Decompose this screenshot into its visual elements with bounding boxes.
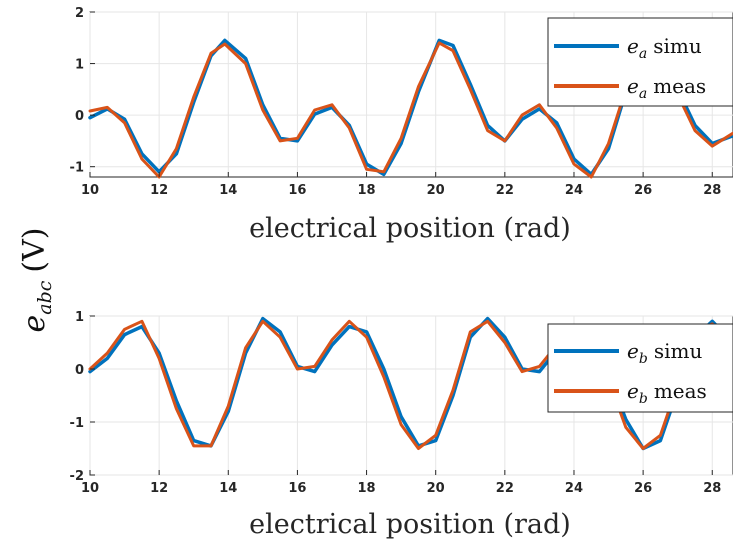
y-tick-label: 1 bbox=[75, 310, 84, 325]
plot-top-x-axis-label: electrical position (rad) bbox=[249, 213, 571, 244]
legend-box bbox=[547, 323, 733, 413]
series-line-meas bbox=[88, 319, 733, 450]
x-tick-label: 22 bbox=[496, 481, 514, 496]
y-axis-label-unit: (V) bbox=[17, 228, 52, 273]
y-tick-label: 1 bbox=[75, 58, 84, 73]
legend-box bbox=[547, 17, 733, 107]
plot-bottom: -2 -1 0 1 10 12 14 16 18 20 22 24 26 28 electrical p… bbox=[70, 310, 733, 540]
x-tick-label: 20 bbox=[427, 183, 445, 198]
y-tick-label: 2 bbox=[75, 6, 84, 21]
plot-bottom-x-axis-label: electrical position (rad) bbox=[249, 509, 571, 540]
x-tick-label: 14 bbox=[219, 481, 237, 496]
y-tick-label: -1 bbox=[70, 161, 84, 176]
x-tick-label: 10 bbox=[81, 183, 99, 198]
x-tick-label: 24 bbox=[565, 481, 583, 496]
y-axis-label: eabc (V) bbox=[17, 228, 56, 333]
y-tick-label: -1 bbox=[70, 416, 84, 431]
plot-top-xticks: 10 12 14 16 18 20 22 24 26 28 bbox=[81, 172, 721, 198]
x-tick-label: 14 bbox=[219, 183, 237, 198]
legend-entry-meas: ea meas bbox=[627, 74, 706, 102]
plot-bottom-legend: eb simu eb meas bbox=[547, 323, 733, 413]
y-tick-label: 0 bbox=[75, 363, 84, 378]
x-tick-label: 18 bbox=[358, 183, 376, 198]
x-tick-label: 24 bbox=[565, 183, 583, 198]
x-tick-label: 16 bbox=[288, 481, 306, 496]
plot-bottom-xticks: 10 12 14 16 18 20 22 24 26 28 bbox=[81, 470, 721, 496]
x-tick-label: 18 bbox=[358, 481, 376, 496]
x-tick-label: 26 bbox=[634, 183, 652, 198]
y-axis-label-subscript: abc bbox=[34, 280, 56, 314]
x-tick-label: 28 bbox=[703, 481, 721, 496]
plot-bottom-yticks: -2 -1 0 1 bbox=[70, 310, 95, 484]
y-tick-label: 0 bbox=[75, 109, 84, 124]
legend-entry-simu: eb simu bbox=[627, 339, 702, 367]
x-tick-label: 22 bbox=[496, 183, 514, 198]
x-tick-label: 12 bbox=[150, 481, 168, 496]
legend-entry-simu: ea simu bbox=[627, 34, 702, 62]
x-tick-label: 26 bbox=[634, 481, 652, 496]
x-tick-label: 16 bbox=[288, 183, 306, 198]
x-tick-label: 10 bbox=[81, 481, 99, 496]
plot-top-legend: ea simu ea meas bbox=[547, 17, 733, 107]
x-tick-label: 28 bbox=[703, 183, 721, 198]
y-axis-label-symbol: e bbox=[17, 315, 52, 333]
x-tick-label: 12 bbox=[150, 183, 168, 198]
y-tick-label: -2 bbox=[70, 469, 84, 484]
plot-top-yticks: -1 0 1 2 bbox=[70, 6, 95, 176]
legend-entry-meas: eb meas bbox=[627, 379, 707, 407]
x-tick-label: 20 bbox=[427, 481, 445, 496]
